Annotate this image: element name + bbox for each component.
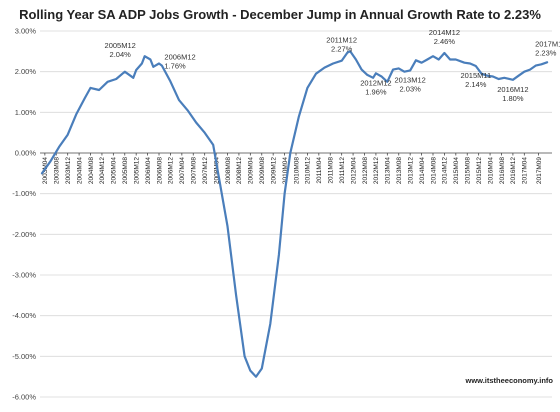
x-tick-label: 2013M12 — [407, 157, 414, 184]
watermark: www.itstheeconomy.info — [464, 376, 553, 385]
y-tick-label: -2.00% — [12, 230, 36, 239]
x-tick-label: 2007M12 — [202, 157, 209, 184]
x-tick-label: 2017M04 — [522, 157, 529, 184]
y-tick-label: 2.00% — [15, 67, 37, 76]
x-tick-label: 2006M04 — [145, 157, 152, 184]
annotation-label: 2014M12 — [429, 28, 460, 37]
x-tick-label: 2010M04 — [282, 157, 289, 184]
y-tick-label: -4.00% — [12, 311, 36, 320]
y-tick-label: -3.00% — [12, 271, 36, 280]
x-tick-label: 2013M04 — [385, 157, 392, 184]
annotation-value: 2.04% — [110, 50, 132, 59]
y-axis-ticks: 3.00% 2.00% 1.00% 0.00% -1.00% -2.00% -3.00% -4… — [12, 27, 36, 402]
annotation-value: 2.23% — [535, 48, 557, 57]
annotation-value: 2.46% — [434, 37, 456, 46]
x-tick-label: 2012M04 — [350, 157, 357, 184]
x-tick-label: 2014M08 — [430, 157, 437, 184]
x-tick-label: 2003M08 — [54, 157, 61, 184]
x-tick-label: 2009M04 — [248, 157, 255, 184]
x-tick-label: 2005M08 — [122, 157, 129, 184]
annotation-value: 2.03% — [400, 84, 422, 93]
x-tick-label: 2013M08 — [396, 157, 403, 184]
x-tick-label: 2012M08 — [362, 157, 369, 184]
x-tick-label: 2004M08 — [88, 157, 95, 184]
x-tick-label: 2009M08 — [259, 157, 266, 184]
x-tick-label: 2006M08 — [156, 157, 163, 184]
x-tick-label: 2011M12 — [339, 157, 346, 184]
x-tick-label: 2014M04 — [419, 157, 426, 184]
x-tick-label: 2010M08 — [293, 157, 300, 184]
x-tick-label: 2016M12 — [510, 157, 517, 184]
x-tick-label: 2011M08 — [328, 157, 335, 184]
x-tick-label: 2012M12 — [373, 157, 380, 184]
annotation-label: 2005M12 — [105, 41, 136, 50]
x-tick-label: 2008M12 — [236, 157, 243, 184]
y-tick-label: 1.00% — [15, 108, 37, 117]
x-tick-label: 2007M08 — [191, 157, 198, 184]
x-tick-label: 2006M12 — [168, 157, 175, 184]
annotation-label: 2013M12 — [395, 75, 426, 84]
x-tick-label: 2003M12 — [65, 157, 72, 184]
x-tick-label: 2004M04 — [76, 157, 83, 184]
x-tick-label: 2008M08 — [225, 157, 232, 184]
annotation-label: 2011M12 — [326, 36, 357, 45]
annotation-label: 2017M12 — [535, 39, 560, 48]
x-tick-label: 2009M12 — [270, 157, 277, 184]
x-tick-label: 2016M08 — [499, 157, 506, 184]
x-tick-label: 2015M08 — [465, 157, 472, 184]
annotation-value: 2.14% — [465, 80, 487, 89]
x-tick-label: 2004M12 — [99, 157, 106, 184]
y-tick-label: 3.00% — [15, 27, 37, 36]
annotation-value: 1.76% — [164, 61, 186, 70]
x-tick-label: 2007M04 — [179, 157, 186, 184]
x-tick-label: 2010M12 — [305, 157, 312, 184]
x-tick-label: 2015M12 — [476, 157, 483, 184]
annotation-label: 2012M12 — [360, 78, 391, 87]
annotation-value: 2.27% — [331, 45, 353, 54]
annotation-value: 1.80% — [502, 94, 524, 103]
annotation-value: 1.96% — [365, 87, 387, 96]
series-line — [40, 50, 549, 378]
x-tick-label: 2011M04 — [316, 157, 323, 184]
chart-title: Rolling Year SA ADP Jobs Growth - Decemb… — [19, 7, 541, 22]
y-tick-label: -6.00% — [12, 393, 36, 402]
annotation-2017m12: 2017M122.23% — [535, 39, 560, 57]
y-tick-label: -1.00% — [12, 189, 36, 198]
x-tick-label: 2003M04 — [42, 157, 49, 184]
x-tick-label: 2017M09 — [536, 157, 543, 184]
x-tick-label: 2016M04 — [487, 157, 494, 184]
x-axis-ticks: 2003M04 2003M08 2003M12 2004M04 2004M08 2004M… — [42, 153, 543, 184]
x-tick-label: 2005M12 — [133, 157, 140, 184]
annotation-label: 2006M12 — [164, 52, 195, 61]
y-tick-label: 0.00% — [15, 149, 37, 158]
x-tick-label: 2014M12 — [442, 157, 449, 184]
y-tick-label: -5.00% — [12, 352, 36, 361]
annotation-label: 2015M11 — [460, 71, 491, 80]
x-tick-label: 2005M04 — [111, 157, 118, 184]
x-tick-label: 2015M04 — [453, 157, 460, 184]
annotation-label: 2016M12 — [497, 85, 528, 94]
